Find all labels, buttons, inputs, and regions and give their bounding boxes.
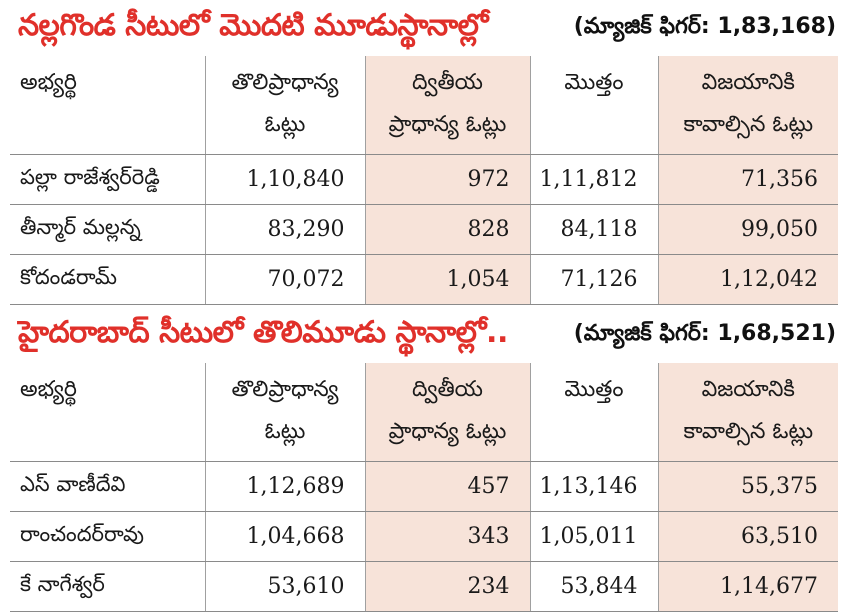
table-row: తీన్మార్ మల్లన్న 83,290 828 84,118 99,05… <box>10 204 838 255</box>
results-table: అభ్యర్థి తొలిప్రాధాన్య ఓట్లు ద్వితీయ ప్రాధ… <box>10 363 838 612</box>
header-second-preference: ద్వితీయ ప్రాధాన్య ఓట్లు <box>364 56 530 155</box>
votes-needed: 99,050 <box>657 204 838 255</box>
table-header-row: అభ్యర్థి తొలిప్రాధాన్య ఓట్లు ద్వితీయ ప్రాధ… <box>10 363 838 462</box>
header-votes-needed: విజయానికి కావాల్సిన ఓట్లు <box>657 56 838 155</box>
section-header: హైదరాబాద్ సీటులో తొలిమూడు స్థానాల్లో.. (… <box>0 307 850 363</box>
candidate-name: పల్లా రాజేశ్వర్‌రెడ్డి <box>10 154 205 205</box>
first-pref-votes: 70,072 <box>204 254 365 305</box>
total-votes: 84,118 <box>529 204 658 255</box>
total-votes: 1,11,812 <box>529 154 658 205</box>
candidate-name: కే నాగేశ్వర్ <box>10 561 205 612</box>
votes-needed: 1,12,042 <box>657 254 838 305</box>
total-votes: 53,844 <box>529 561 658 612</box>
candidate-name: ఎస్ వాణీదేవి <box>10 461 205 512</box>
header-first-preference: తొలిప్రాధాన్య ఓట్లు <box>204 363 365 462</box>
second-pref-votes: 828 <box>364 204 530 255</box>
votes-needed: 63,510 <box>657 511 838 562</box>
total-votes: 71,126 <box>529 254 658 305</box>
second-pref-votes: 457 <box>364 461 530 512</box>
table-row: పల్లా రాజేశ్వర్‌రెడ్డి 1,10,840 972 1,11… <box>10 154 838 205</box>
header-candidate: అభ్యర్థి <box>10 363 205 462</box>
candidate-name: కోదండరామ్ <box>10 254 205 305</box>
second-pref-votes: 1,054 <box>364 254 530 305</box>
candidate-name: తీన్మార్ మల్లన్న <box>10 204 205 255</box>
header-second-preference: ద్వితీయ ప్రాధాన్య ఓట్లు <box>364 363 530 462</box>
table-header-row: అభ్యర్థి తొలిప్రాధాన్య ఓట్లు ద్వితీయ ప్రాధ… <box>10 56 838 155</box>
hyderabad-section: హైదరాబాద్ సీటులో తొలిమూడు స్థానాల్లో.. (… <box>0 307 850 612</box>
first-pref-votes: 1,10,840 <box>204 154 365 205</box>
header-first-preference: తొలిప్రాధాన్య ఓట్లు <box>204 56 365 155</box>
header-total: మొత్తం <box>529 56 658 155</box>
second-pref-votes: 972 <box>364 154 530 205</box>
section-title: హైదరాబాద్ సీటులో తొలిమూడు స్థానాల్లో.. <box>18 315 508 350</box>
section-header: నల్లగొండ సీటులో మొదటి మూడుస్థానాల్లో (మ్… <box>0 0 850 56</box>
votes-needed: 71,356 <box>657 154 838 205</box>
first-pref-votes: 83,290 <box>204 204 365 255</box>
votes-needed: 55,375 <box>657 461 838 512</box>
table-row: రాంచందర్‌రావు 1,04,668 343 1,05,011 63,5… <box>10 511 838 562</box>
second-pref-votes: 343 <box>364 511 530 562</box>
table-row: కే నాగేశ్వర్ 53,610 234 53,844 1,14,677 <box>10 561 838 612</box>
total-votes: 1,05,011 <box>529 511 658 562</box>
table-row: ఎస్ వాణీదేవి 1,12,689 457 1,13,146 55,37… <box>10 461 838 512</box>
first-pref-votes: 1,04,668 <box>204 511 365 562</box>
magic-figure: (మ్యాజిక్ ఫిగర్: 1,68,521) <box>573 321 836 346</box>
results-table: అభ్యర్థి తొలిప్రాధాన్య ఓట్లు ద్వితీయ ప్రాధ… <box>10 56 838 305</box>
votes-needed: 1,14,677 <box>657 561 838 612</box>
table-row: కోదండరామ్ 70,072 1,054 71,126 1,12,042 <box>10 254 838 305</box>
second-pref-votes: 234 <box>364 561 530 612</box>
section-title: నల్లగొండ సీటులో మొదటి మూడుస్థానాల్లో <box>18 8 489 43</box>
total-votes: 1,13,146 <box>529 461 658 512</box>
header-votes-needed: విజయానికి కావాల్సిన ఓట్లు <box>657 363 838 462</box>
first-pref-votes: 53,610 <box>204 561 365 612</box>
nalgonda-section: నల్లగొండ సీటులో మొదటి మూడుస్థానాల్లో (మ్… <box>0 0 850 305</box>
first-pref-votes: 1,12,689 <box>204 461 365 512</box>
header-total: మొత్తం <box>529 363 658 462</box>
magic-figure: (మ్యాజిక్ ఫిగర్: 1,83,168) <box>573 14 836 39</box>
header-candidate: అభ్యర్థి <box>10 56 205 155</box>
candidate-name: రాంచందర్‌రావు <box>10 511 205 562</box>
